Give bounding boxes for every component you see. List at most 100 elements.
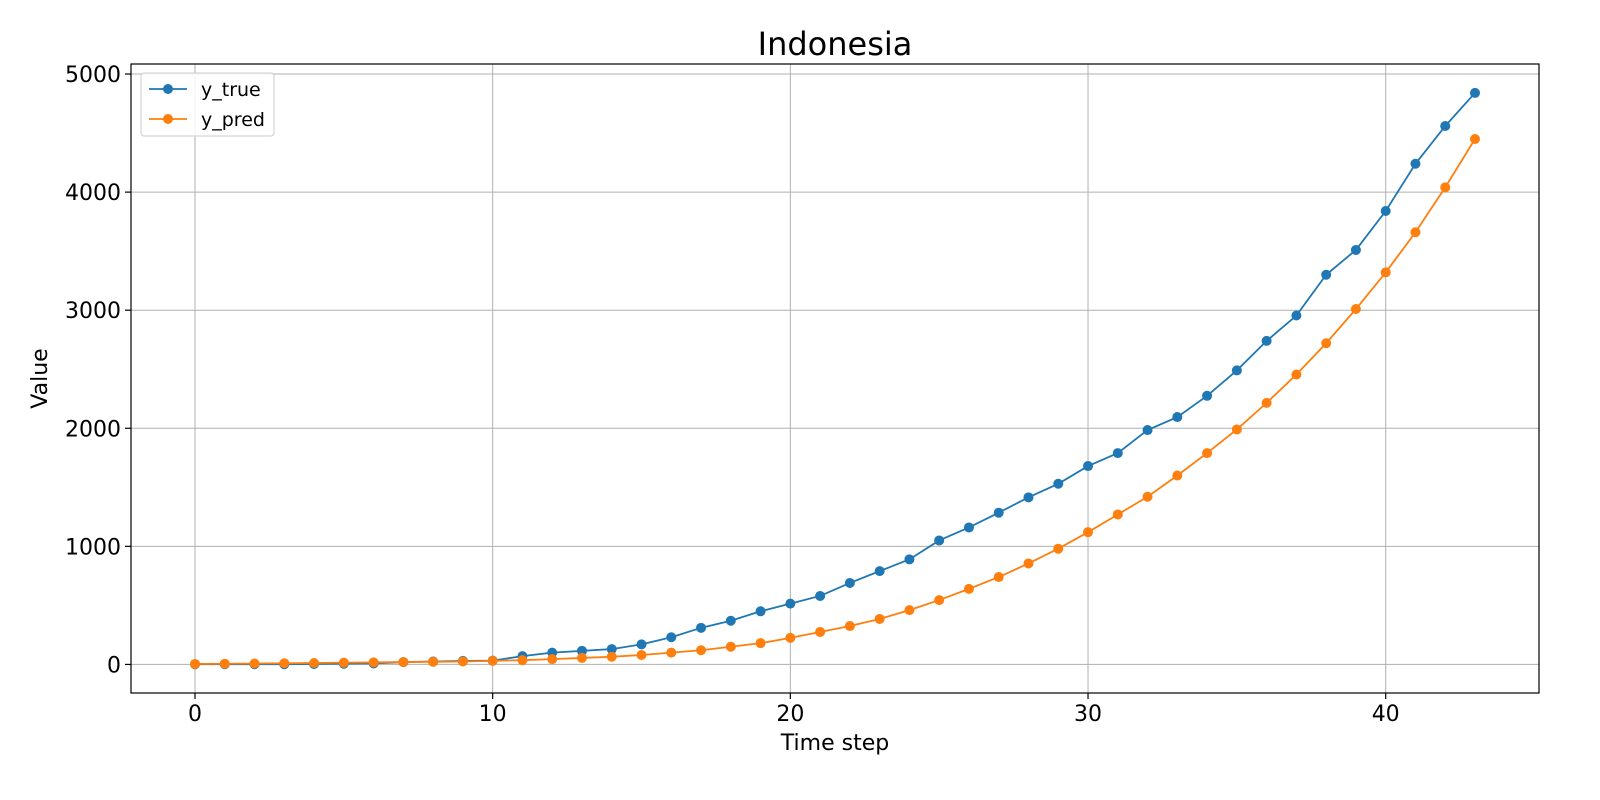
data-point — [1261, 335, 1272, 346]
data-point — [279, 658, 290, 669]
data-point — [785, 598, 796, 609]
x-tick-label: 0 — [188, 702, 202, 727]
data-point — [1142, 425, 1153, 436]
data-point — [1202, 448, 1213, 459]
data-point — [904, 554, 915, 565]
data-point — [428, 656, 439, 667]
legend-label: y_pred — [201, 109, 265, 131]
data-point — [844, 621, 855, 632]
data-point — [1083, 527, 1094, 538]
data-point — [1380, 267, 1391, 278]
series-y_pred — [190, 133, 1480, 669]
data-point — [963, 522, 974, 533]
data-point — [576, 652, 587, 663]
data-point — [457, 656, 468, 667]
data-point — [874, 613, 885, 624]
data-point — [1350, 244, 1361, 255]
data-point — [1172, 470, 1183, 481]
data-point — [1321, 269, 1332, 280]
data-point — [1202, 390, 1213, 401]
data-point — [1112, 448, 1123, 459]
data-point — [1291, 369, 1302, 380]
data-point — [755, 606, 766, 617]
series-layer — [190, 87, 1480, 670]
y-tick-label: 4000 — [65, 181, 121, 206]
data-point — [576, 645, 587, 656]
data-point — [398, 657, 409, 668]
data-point — [190, 658, 200, 669]
data-point — [755, 638, 766, 649]
plot-area-frame — [130, 63, 1540, 694]
data-point — [666, 632, 677, 643]
data-point — [963, 583, 974, 594]
data-point — [1321, 338, 1332, 349]
data-point — [547, 654, 558, 665]
data-point — [1142, 491, 1153, 502]
data-point — [1083, 461, 1094, 472]
data-point — [1172, 412, 1183, 423]
data-point — [815, 626, 826, 637]
data-point — [517, 655, 528, 666]
data-point — [1112, 509, 1123, 520]
y-tick-label: 3000 — [65, 299, 121, 324]
data-point — [1231, 365, 1242, 376]
data-point — [725, 615, 736, 626]
series-line — [195, 92, 1476, 666]
x-tick-label: 30 — [1074, 702, 1102, 727]
data-point — [219, 658, 230, 669]
data-point — [815, 590, 826, 601]
legend-marker — [163, 84, 173, 94]
data-point — [874, 566, 885, 577]
legend-item-y_pred: y_pred — [149, 109, 265, 131]
legend-marker — [163, 114, 173, 124]
data-point — [1231, 424, 1242, 435]
y-tick-label: 1000 — [65, 535, 121, 560]
chart-title: Indonesia — [758, 25, 913, 63]
data-point — [1470, 133, 1480, 144]
data-point — [785, 632, 796, 643]
x-tick-label: 20 — [776, 702, 804, 727]
data-point — [606, 644, 617, 655]
data-point — [368, 657, 379, 668]
data-point — [1410, 158, 1421, 169]
data-point — [606, 651, 617, 662]
data-point — [844, 577, 855, 588]
data-point — [1380, 206, 1391, 217]
data-point — [1470, 87, 1480, 98]
y-tick-label: 0 — [107, 653, 121, 678]
data-point — [934, 535, 945, 546]
data-point — [1053, 478, 1064, 489]
x-tick-label: 40 — [1372, 702, 1400, 727]
y-tick-label: 2000 — [65, 417, 121, 442]
data-point — [1261, 397, 1272, 408]
data-point — [487, 655, 498, 666]
data-point — [934, 595, 945, 606]
legend-item-y_true: y_true — [149, 79, 261, 101]
data-point — [1440, 182, 1451, 193]
data-point — [1291, 310, 1302, 321]
data-point — [1440, 120, 1451, 131]
data-point — [725, 641, 736, 652]
data-point — [338, 657, 349, 668]
series-line — [194, 138, 1476, 665]
y-axis-label: Value — [28, 348, 53, 408]
x-tick-label: 10 — [479, 702, 507, 727]
data-point — [904, 605, 915, 616]
grid-lines — [131, 64, 1539, 693]
axis-ticks: 0 10 20 30 40 0 1000 2000 3000 4000 5000 — [65, 63, 1400, 727]
legend-label: y_true — [201, 79, 261, 101]
data-point — [666, 647, 677, 658]
data-point — [696, 645, 707, 656]
data-point — [1023, 492, 1034, 503]
data-point — [993, 572, 1004, 583]
data-point — [309, 658, 320, 669]
data-point — [1410, 227, 1421, 238]
data-point — [1350, 304, 1361, 315]
data-point — [249, 658, 260, 669]
y-tick-label: 5000 — [65, 63, 121, 88]
data-point — [636, 639, 647, 650]
data-point — [1023, 558, 1034, 569]
data-point — [1053, 543, 1064, 554]
data-point — [696, 622, 707, 633]
x-axis-label: Time step — [780, 731, 889, 756]
